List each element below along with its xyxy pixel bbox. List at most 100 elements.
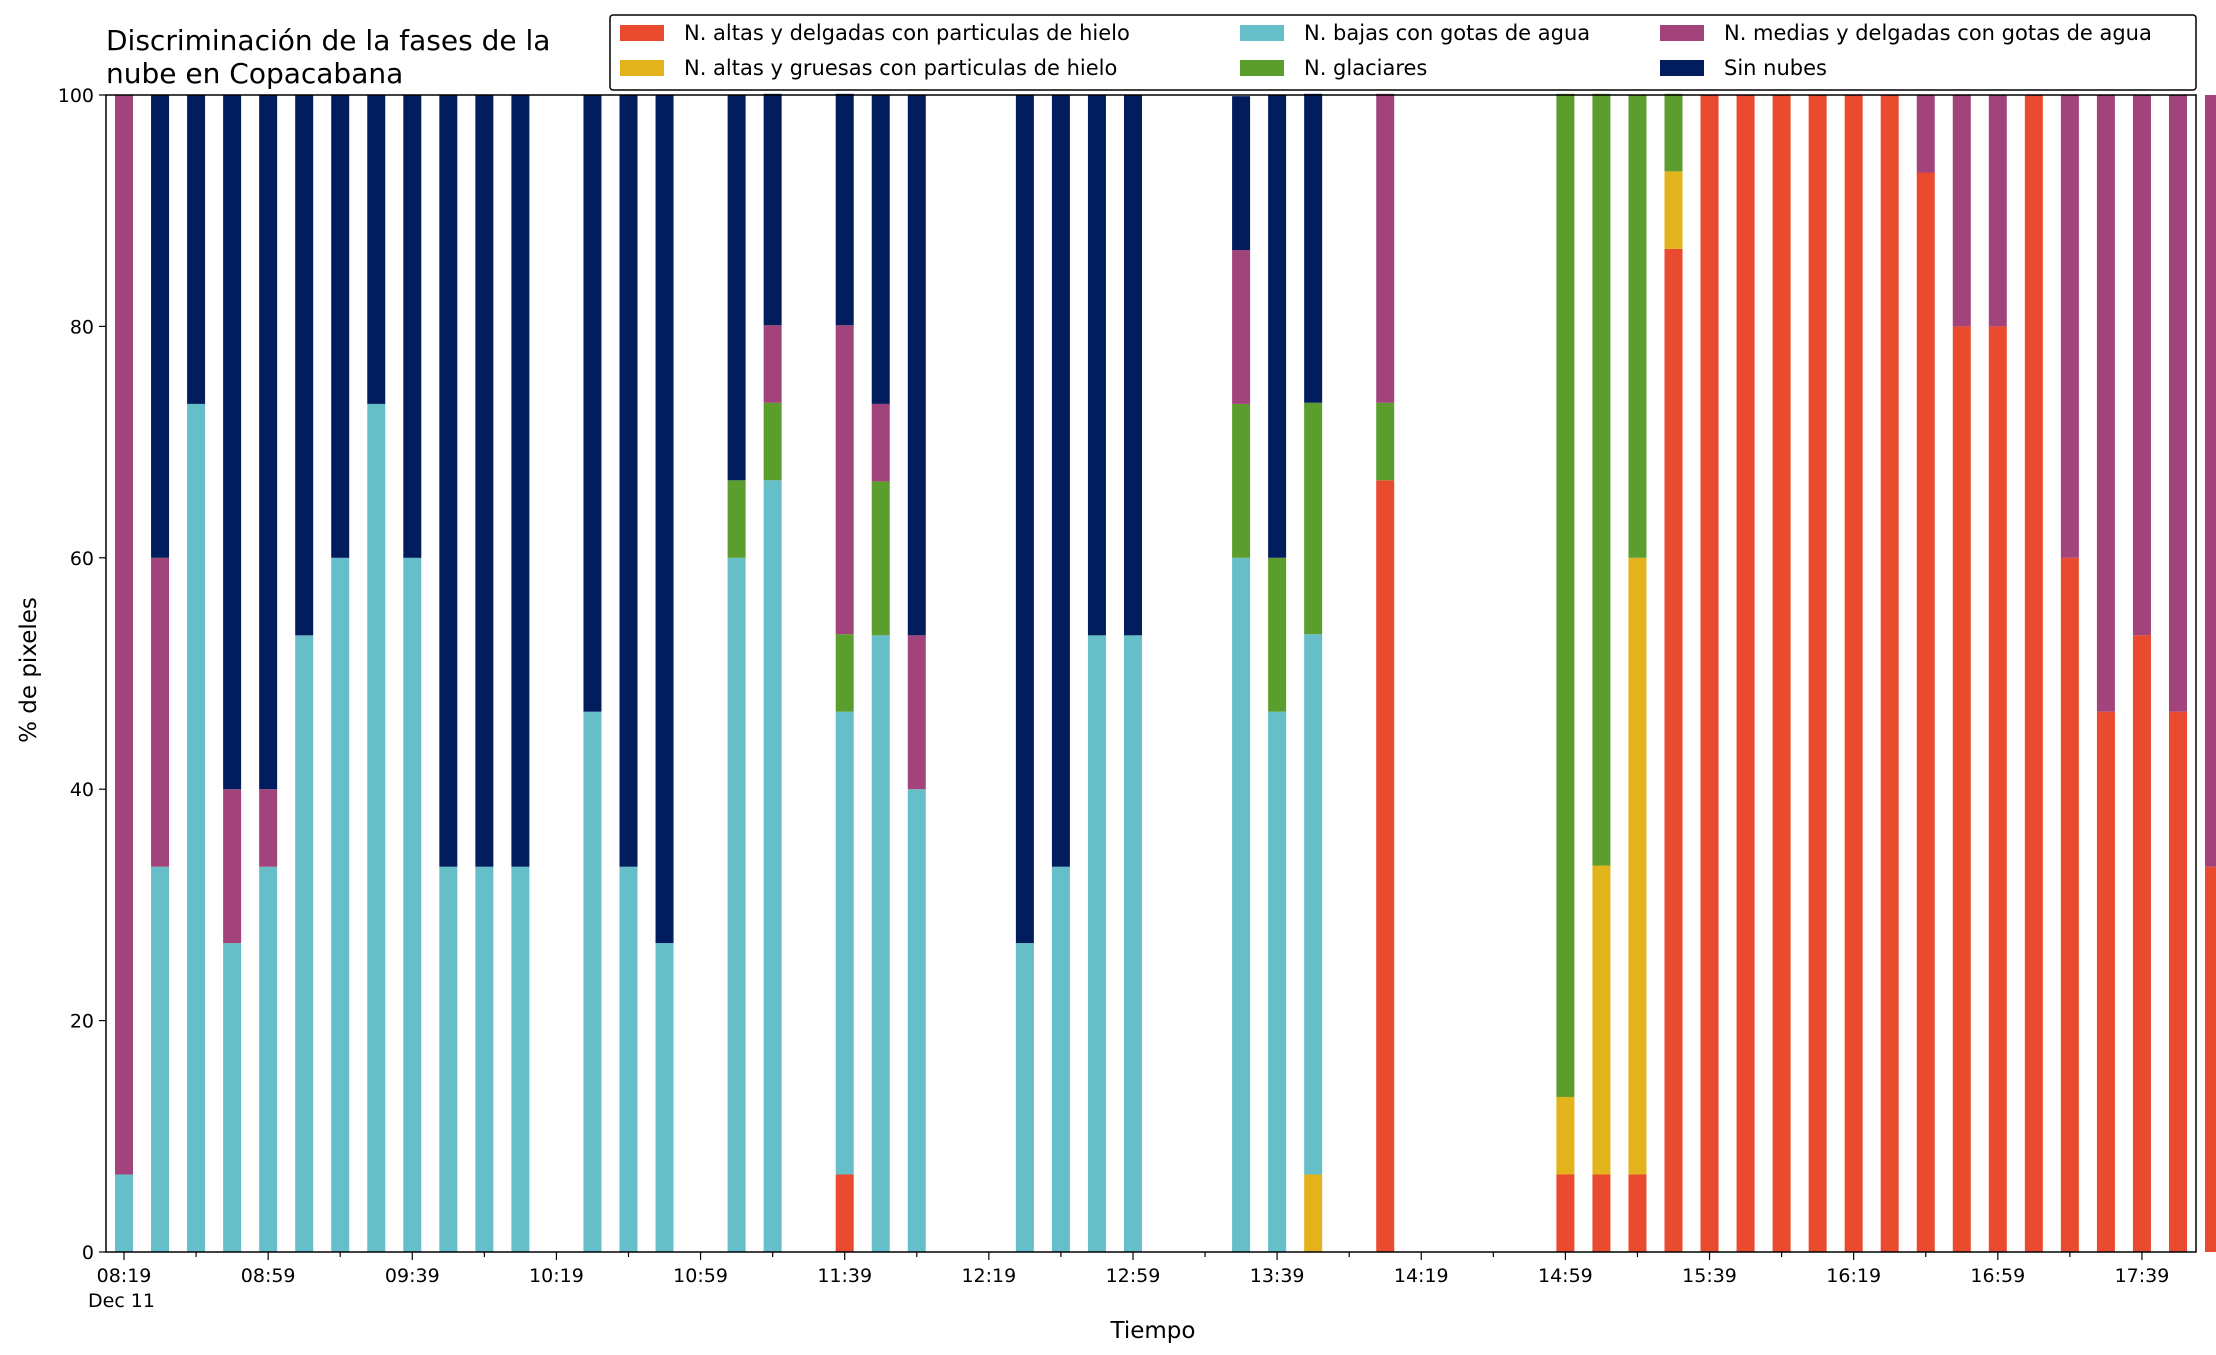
x-tick-label: 08:59 bbox=[241, 1265, 296, 1287]
bar-segment bbox=[1087, 635, 1106, 1252]
bar-segment bbox=[1015, 943, 1034, 1252]
x-date-label: Dec 11 bbox=[88, 1290, 155, 1312]
bar-segment bbox=[2132, 635, 2151, 1252]
bar-segment bbox=[763, 480, 782, 1252]
bar-segment bbox=[295, 95, 314, 636]
x-tick-label: 10:59 bbox=[673, 1265, 728, 1287]
legend-label: N. bajas con gotas de agua bbox=[1304, 21, 1590, 45]
bar-segment bbox=[439, 866, 458, 1252]
bar-segment bbox=[187, 403, 206, 1252]
bar-segment bbox=[583, 711, 602, 1252]
x-tick-label: 15:39 bbox=[1682, 1265, 1737, 1287]
bar-segment bbox=[1916, 172, 1935, 1252]
axes-layer: 0 20 40 60 80 100 08:19 08:59 09:39 10:19 10:59 11:… bbox=[58, 85, 2197, 1312]
bar-segment bbox=[1268, 711, 1287, 1252]
bar-segment bbox=[1808, 95, 1827, 1252]
x-tick-label: 11:39 bbox=[817, 1265, 872, 1287]
plot-frame bbox=[105, 94, 2197, 1253]
bar-segment bbox=[2060, 557, 2079, 1252]
bar-segment bbox=[511, 866, 530, 1252]
bar-segment bbox=[871, 635, 890, 1252]
bar-segment bbox=[367, 95, 386, 404]
bar-segment bbox=[1988, 95, 2007, 327]
legend: N. altas y delgadas con particulas de hi… bbox=[609, 14, 2197, 91]
bar-segment bbox=[871, 403, 890, 482]
bar-segment bbox=[1772, 95, 1791, 1252]
x-tick-label: 14:59 bbox=[1538, 1265, 1593, 1287]
bar-segment bbox=[223, 789, 242, 944]
bar-segment bbox=[871, 95, 890, 404]
bar-segment bbox=[259, 789, 278, 867]
x-tick-label: 09:39 bbox=[385, 1265, 440, 1287]
bar-segment bbox=[1628, 1174, 1647, 1252]
bar-segment bbox=[1304, 93, 1323, 403]
bar-segment bbox=[907, 635, 926, 790]
x-tick-label: 14:19 bbox=[1394, 1265, 1449, 1287]
bar-segment bbox=[511, 95, 530, 867]
bar-segment bbox=[1232, 250, 1251, 404]
bar-segment bbox=[331, 557, 350, 1252]
bar-segment bbox=[1880, 95, 1899, 1252]
y-axis-title: % de pixeles bbox=[16, 597, 42, 743]
bar-segment bbox=[1628, 557, 1647, 1175]
bar-segment bbox=[1376, 480, 1395, 1252]
legend-swatch bbox=[1660, 60, 1704, 76]
bar-segment bbox=[907, 95, 926, 636]
bar-segment bbox=[1232, 96, 1251, 251]
bar-segment bbox=[1268, 95, 1287, 558]
bar-segment bbox=[1304, 1174, 1323, 1252]
legend-label: N. altas y gruesas con particulas de hie… bbox=[684, 56, 1117, 80]
bar-segment bbox=[1015, 95, 1034, 944]
bar-segment bbox=[835, 1174, 854, 1252]
bar-segment bbox=[1700, 95, 1719, 1252]
bar-segment bbox=[331, 95, 350, 558]
bar-segment bbox=[1844, 95, 1863, 1252]
bar-segment bbox=[403, 95, 422, 558]
bar-segment bbox=[115, 1174, 134, 1252]
bar-segment bbox=[727, 95, 746, 481]
legend-swatch bbox=[1240, 25, 1284, 41]
legend-swatch bbox=[620, 60, 664, 76]
bar-segment bbox=[1304, 634, 1323, 1175]
bar-segment bbox=[223, 95, 242, 790]
y-tick-label: 0 bbox=[82, 1242, 94, 1264]
legend-label: N. glaciares bbox=[1304, 56, 1427, 80]
bar-segment bbox=[727, 557, 746, 1252]
x-tick-label: 16:59 bbox=[1970, 1265, 2025, 1287]
bar-segment bbox=[871, 481, 890, 636]
bar-segment bbox=[1556, 1174, 1575, 1252]
bar-segment bbox=[1123, 95, 1142, 636]
bar-segment bbox=[1087, 95, 1106, 636]
bar-segment bbox=[475, 866, 494, 1252]
bar-segment bbox=[1988, 326, 2007, 1252]
bar-segment bbox=[763, 402, 782, 481]
bar-segment bbox=[151, 95, 170, 558]
legend-swatch bbox=[1660, 25, 1704, 41]
bar-segment bbox=[655, 943, 674, 1252]
bar-segment bbox=[835, 711, 854, 1175]
bar-segment bbox=[1123, 635, 1142, 1252]
bar-segment bbox=[1051, 866, 1070, 1252]
bar-segment bbox=[1376, 402, 1395, 481]
bar-segment bbox=[1592, 865, 1611, 1175]
bar-segment bbox=[1664, 248, 1683, 1253]
bars-layer bbox=[115, 93, 2216, 1253]
bar-segment bbox=[403, 557, 422, 1252]
bar-segment bbox=[835, 325, 854, 635]
bar-segment bbox=[2205, 95, 2216, 867]
y-tick-label: 40 bbox=[70, 779, 94, 801]
bar-segment bbox=[259, 95, 278, 790]
bar-segment bbox=[187, 95, 206, 404]
bar-segment bbox=[655, 95, 674, 944]
bar-segment bbox=[1556, 1096, 1575, 1175]
chart-title-line-2: nube en Copacabana bbox=[106, 57, 403, 90]
x-tick-label: 10:19 bbox=[529, 1265, 584, 1287]
legend-label: N. altas y delgadas con particulas de hi… bbox=[684, 21, 1130, 45]
legend-swatch bbox=[1240, 60, 1284, 76]
bar-segment bbox=[1232, 557, 1251, 1252]
bar-segment bbox=[1664, 93, 1683, 172]
x-tick-label: 12:19 bbox=[961, 1265, 1016, 1287]
bar-segment bbox=[259, 866, 278, 1252]
x-tick-label: 16:19 bbox=[1826, 1265, 1881, 1287]
